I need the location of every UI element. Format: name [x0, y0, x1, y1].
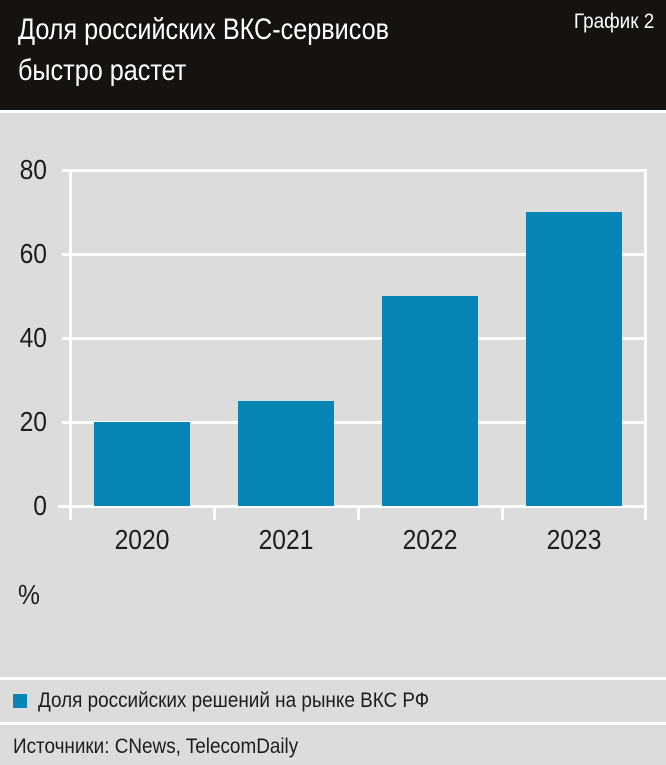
header: Доля российских ВКС-сервисов быстро расте… [0, 0, 666, 110]
y-tick-label-60: 60 [19, 238, 47, 269]
bar-2021 [238, 401, 334, 506]
x-tick-label-2020: 2020 [114, 524, 170, 555]
bar-2020 [94, 422, 190, 506]
x-axis-tick-3 [501, 506, 504, 520]
bar-2023 [526, 212, 622, 506]
legend-swatch [13, 694, 27, 708]
gridline-40 [62, 337, 647, 340]
gridline-0 [58, 505, 647, 508]
gridline-60 [62, 253, 647, 256]
y-tick-label-0: 0 [33, 490, 47, 521]
x-tick-label-2021: 2021 [258, 524, 314, 555]
x-tick-label-2023: 2023 [546, 524, 602, 555]
chart-number-label: График 2 [573, 10, 654, 33]
header-separator [0, 110, 666, 113]
y-axis-line [69, 170, 72, 520]
legend-label: Доля российских решений на рынке ВКС РФ [38, 689, 430, 712]
gridline-80 [62, 169, 647, 172]
x-axis-tick-2 [357, 506, 360, 520]
y-tick-label-80: 80 [19, 154, 47, 185]
page-title-line2: быстро растет [18, 54, 187, 87]
plot-right-border [644, 170, 647, 520]
y-tick-label-40: 40 [19, 322, 47, 353]
gridline-20 [62, 421, 647, 424]
page-title-line1: Доля российских ВКС-сервисов [18, 13, 390, 46]
x-axis-tick-1 [213, 506, 216, 520]
sources-separator [0, 722, 666, 725]
legend: Доля российских решений на рынке ВКС РФ [13, 688, 473, 714]
x-tick-label-2022: 2022 [402, 524, 458, 555]
legend-separator [0, 677, 666, 680]
y-tick-label-20: 20 [19, 406, 47, 437]
page-title: Доля российских ВКС-сервисов быстро расте… [18, 9, 389, 91]
sources-text: Источники: CNews, TelecomDaily [13, 735, 299, 758]
y-axis-unit-label: % [18, 579, 40, 610]
bar-2022 [382, 296, 478, 506]
